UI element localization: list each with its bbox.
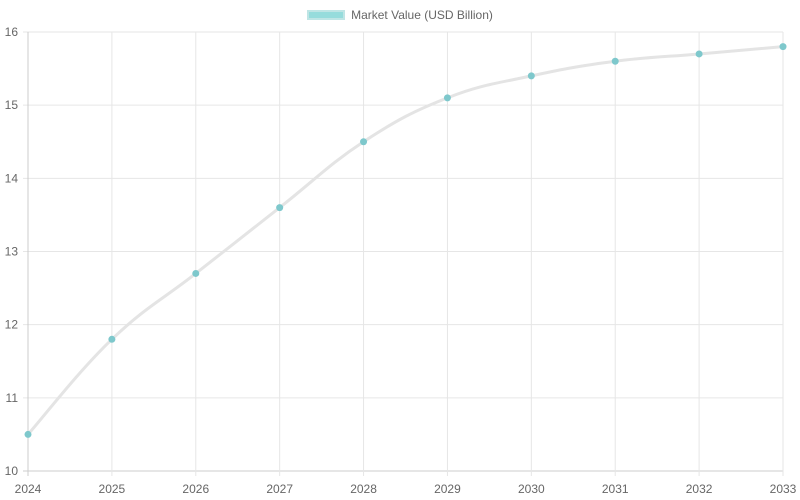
data-point[interactable] (24, 430, 32, 438)
chart-legend: Market Value (USD Billion) (0, 8, 800, 22)
data-point[interactable] (276, 204, 284, 212)
legend-swatch[interactable] (307, 10, 346, 20)
x-tick-label: 2025 (99, 482, 126, 496)
x-tick-label: 2030 (518, 482, 545, 496)
y-tick-label: 10 (5, 464, 19, 478)
y-tick-label: 12 (5, 318, 19, 332)
y-tick-label: 14 (5, 171, 19, 185)
legend-label[interactable]: Market Value (USD Billion) (351, 8, 493, 22)
y-tick-label: 13 (5, 245, 19, 259)
x-tick-label: 2031 (602, 482, 629, 496)
data-point[interactable] (695, 50, 703, 58)
x-tick-label: 2029 (434, 482, 461, 496)
x-tick-label: 2028 (350, 482, 377, 496)
y-tick-label: 11 (6, 391, 19, 405)
x-tick-label: 2024 (15, 482, 42, 496)
y-tick-label: 16 (5, 25, 19, 39)
data-point[interactable] (192, 269, 200, 277)
data-point[interactable] (360, 138, 368, 146)
series-line (26, 45, 784, 436)
data-point[interactable] (779, 43, 787, 51)
x-tick-label: 2032 (686, 482, 713, 496)
data-point[interactable] (527, 72, 535, 80)
x-tick-label: 2033 (770, 482, 797, 496)
data-point[interactable] (611, 57, 619, 65)
data-point[interactable] (443, 94, 451, 102)
data-point[interactable] (108, 335, 116, 343)
x-tick-label: 2027 (266, 482, 293, 496)
y-tick-label: 15 (5, 98, 19, 112)
x-tick-label: 2026 (182, 482, 209, 496)
